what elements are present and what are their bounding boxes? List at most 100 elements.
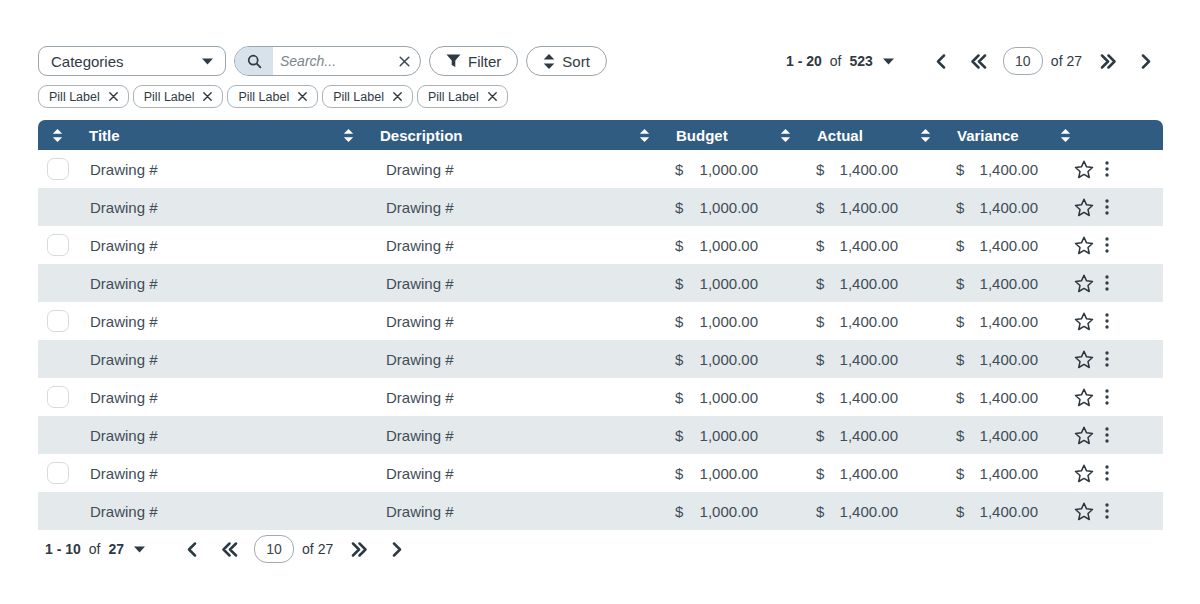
next-page-button[interactable] bbox=[1141, 54, 1151, 69]
column-header-title[interactable]: Title bbox=[38, 120, 329, 150]
row-menu-button[interactable] bbox=[1105, 351, 1109, 367]
filter-chip[interactable]: Pill Label bbox=[417, 85, 508, 108]
budget-amount: 1,000.00 bbox=[700, 465, 758, 482]
row-menu-button[interactable] bbox=[1105, 313, 1109, 329]
filter-chip[interactable]: Pill Label bbox=[322, 85, 413, 108]
range-selector[interactable]: 1 - 10 of 27 bbox=[45, 541, 145, 557]
cell-description: Drawing # bbox=[329, 351, 625, 368]
up-down-triangles-icon bbox=[543, 54, 555, 69]
kebab-menu-icon bbox=[1105, 275, 1109, 291]
favorite-button[interactable] bbox=[1074, 502, 1094, 521]
favorite-button[interactable] bbox=[1074, 312, 1094, 331]
row-checkbox[interactable] bbox=[47, 310, 69, 332]
cell-budget: $ 1,000.00 bbox=[625, 454, 766, 492]
filter-chips: Pill Label Pill Label Pill Label Pill La… bbox=[38, 85, 1163, 108]
remove-chip-icon[interactable] bbox=[393, 92, 402, 101]
filter-chip[interactable]: Pill Label bbox=[38, 85, 129, 108]
last-page-button[interactable] bbox=[351, 542, 368, 557]
cell-budget: $ 1,000.00 bbox=[625, 378, 766, 416]
budget-amount: 1,000.00 bbox=[700, 389, 758, 406]
first-page-button[interactable] bbox=[970, 54, 987, 69]
prev-page-button[interactable] bbox=[187, 542, 197, 557]
actual-amount: 1,400.00 bbox=[840, 389, 898, 406]
actual-currency: $ bbox=[816, 199, 824, 216]
app: Categories Filter Sort 1 - 20 of 5 bbox=[0, 0, 1200, 563]
variance-currency: $ bbox=[956, 389, 964, 406]
cell-variance: $ 1,400.00 bbox=[906, 226, 1046, 264]
favorite-button[interactable] bbox=[1074, 160, 1094, 179]
budget-currency: $ bbox=[675, 237, 683, 254]
column-label: Variance bbox=[957, 127, 1019, 144]
budget-amount: 1,000.00 bbox=[700, 237, 758, 254]
row-menu-button[interactable] bbox=[1105, 465, 1109, 481]
row-menu-button[interactable] bbox=[1105, 199, 1109, 215]
column-header-actual[interactable]: Actual bbox=[766, 120, 906, 150]
budget-amount: 1,000.00 bbox=[700, 503, 758, 520]
favorite-button[interactable] bbox=[1074, 426, 1094, 445]
cell-budget: $ 1,000.00 bbox=[625, 302, 766, 340]
variance-currency: $ bbox=[956, 351, 964, 368]
budget-currency: $ bbox=[675, 161, 683, 178]
filter-chip[interactable]: Pill Label bbox=[227, 85, 318, 108]
actual-currency: $ bbox=[816, 389, 824, 406]
actual-currency: $ bbox=[816, 351, 824, 368]
row-menu-button[interactable] bbox=[1105, 161, 1109, 177]
column-label: Description bbox=[380, 127, 463, 144]
budget-currency: $ bbox=[675, 199, 683, 216]
categories-select[interactable]: Categories bbox=[38, 46, 226, 76]
cell-variance: $ 1,400.00 bbox=[906, 188, 1046, 226]
pagination-bottom: 1 - 10 of 27 of 27 bbox=[38, 535, 1163, 563]
filter-chip[interactable]: Pill Label bbox=[133, 85, 224, 108]
actual-amount: 1,400.00 bbox=[840, 503, 898, 520]
double-chevron-right-icon bbox=[1100, 54, 1117, 69]
row-menu-button[interactable] bbox=[1105, 427, 1109, 443]
range-of-label: of bbox=[830, 53, 842, 69]
last-page-button[interactable] bbox=[1100, 54, 1117, 69]
row-checkbox[interactable] bbox=[47, 386, 69, 408]
remove-chip-icon[interactable] bbox=[298, 92, 307, 101]
row-checkbox[interactable] bbox=[47, 158, 69, 180]
row-checkbox[interactable] bbox=[47, 462, 69, 484]
search-input[interactable] bbox=[273, 53, 397, 69]
remove-chip-icon[interactable] bbox=[203, 92, 212, 101]
cell-title: Drawing # bbox=[38, 302, 329, 340]
checkbox-wrap bbox=[38, 500, 90, 522]
row-menu-button[interactable] bbox=[1105, 503, 1109, 519]
prev-page-button[interactable] bbox=[936, 54, 946, 69]
favorite-button[interactable] bbox=[1074, 198, 1094, 217]
budget-currency: $ bbox=[675, 351, 683, 368]
favorite-button[interactable] bbox=[1074, 464, 1094, 483]
budget-amount: 1,000.00 bbox=[700, 161, 758, 178]
remove-chip-icon[interactable] bbox=[488, 92, 497, 101]
range-selector[interactable]: 1 - 20 of 523 bbox=[786, 53, 894, 69]
column-header-description[interactable]: Description bbox=[329, 120, 625, 150]
checkbox-wrap bbox=[38, 272, 90, 294]
star-outline-icon bbox=[1074, 236, 1094, 255]
page-number-input[interactable] bbox=[254, 535, 294, 563]
table-row: Drawing # Drawing # $ 1,000.00 $ 1,400.0… bbox=[38, 150, 1163, 188]
checkbox-wrap bbox=[38, 158, 90, 180]
cell-variance: $ 1,400.00 bbox=[906, 150, 1046, 188]
row-menu-button[interactable] bbox=[1105, 275, 1109, 291]
remove-chip-icon[interactable] bbox=[109, 92, 118, 101]
page-number-input[interactable] bbox=[1003, 47, 1043, 75]
favorite-button[interactable] bbox=[1074, 388, 1094, 407]
clear-search-button[interactable] bbox=[397, 56, 420, 67]
column-header-budget[interactable]: Budget bbox=[625, 120, 766, 150]
range-total-label: 27 bbox=[109, 541, 125, 557]
favorite-button[interactable] bbox=[1074, 274, 1094, 293]
variance-currency: $ bbox=[956, 313, 964, 330]
column-header-actions[interactable] bbox=[1046, 120, 1163, 150]
first-page-button[interactable] bbox=[221, 542, 238, 557]
next-page-button[interactable] bbox=[392, 542, 402, 557]
column-header-variance[interactable]: Variance bbox=[906, 120, 1046, 150]
filter-button[interactable]: Filter bbox=[429, 46, 518, 76]
row-menu-button[interactable] bbox=[1105, 237, 1109, 253]
favorite-button[interactable] bbox=[1074, 236, 1094, 255]
star-outline-icon bbox=[1074, 350, 1094, 369]
sort-button[interactable]: Sort bbox=[526, 46, 607, 76]
favorite-button[interactable] bbox=[1074, 350, 1094, 369]
row-menu-button[interactable] bbox=[1105, 389, 1109, 405]
row-checkbox[interactable] bbox=[47, 234, 69, 256]
cell-variance: $ 1,400.00 bbox=[906, 302, 1046, 340]
